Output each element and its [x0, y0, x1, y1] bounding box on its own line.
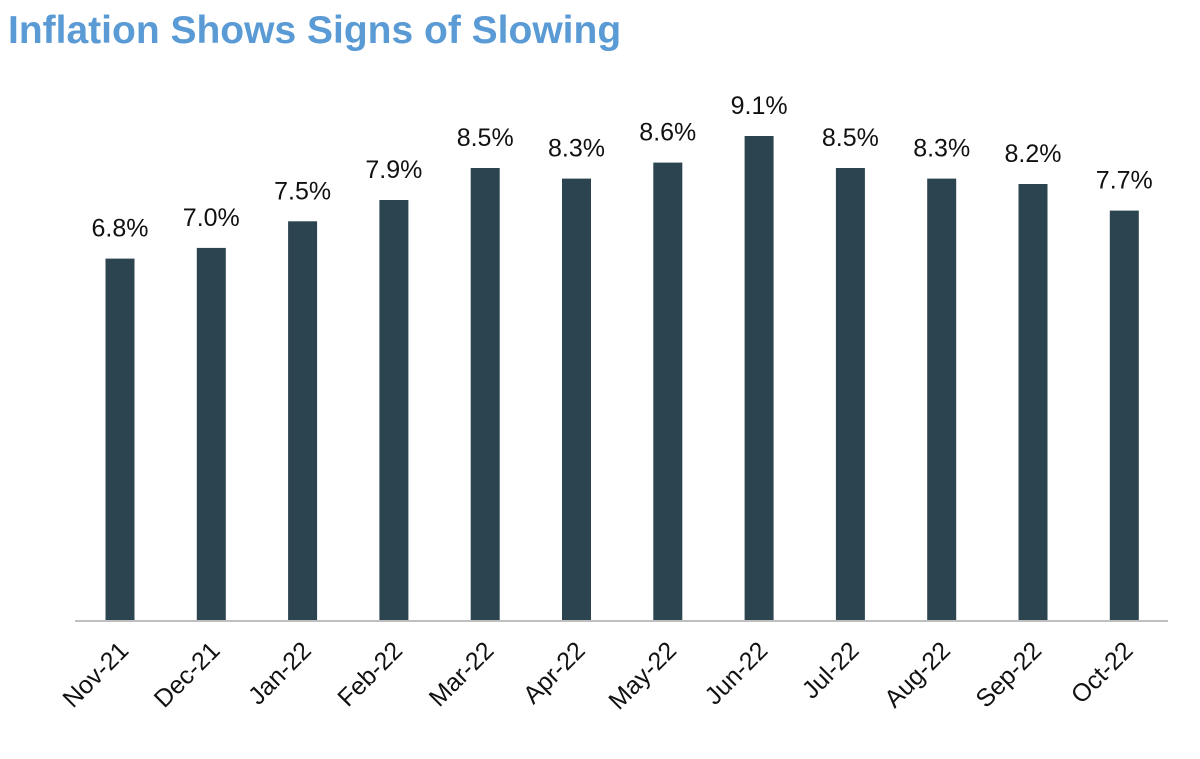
data-label-jan-22: 7.5% — [274, 177, 331, 205]
data-label-jul-22: 8.5% — [822, 124, 879, 152]
bar-apr-22 — [562, 178, 591, 621]
x-tick-label-feb-22: Feb-22 — [332, 636, 408, 712]
data-label-apr-22: 8.3% — [548, 135, 605, 163]
x-tick-label-jan-22: Jan-22 — [243, 636, 317, 710]
bars-layer — [105, 136, 1139, 622]
bar-jan-22 — [288, 221, 318, 622]
data-label-jun-22: 9.1% — [731, 92, 788, 120]
data-label-may-22: 8.6% — [639, 119, 696, 147]
x-tick-label-jul-22: Jul-22 — [797, 636, 865, 704]
x-tick-label-oct-22: Oct-22 — [1066, 636, 1139, 709]
x-tick-label-apr-22: Apr-22 — [518, 636, 591, 709]
data-label-sep-22: 8.2% — [1005, 140, 1062, 168]
data-label-mar-22: 8.5% — [457, 124, 514, 152]
x-tick-label-may-22: May-22 — [603, 636, 682, 715]
data-label-dec-21: 7.0% — [183, 204, 240, 232]
bar-feb-22 — [379, 200, 409, 621]
x-tick-label-mar-22: Mar-22 — [424, 636, 500, 712]
data-label-nov-21: 6.8% — [92, 215, 149, 243]
bar-sep-22 — [1018, 184, 1048, 621]
data-label-oct-22: 7.7% — [1096, 167, 1153, 195]
bar-aug-22 — [927, 178, 957, 621]
bar-jun-22 — [744, 136, 774, 621]
data-label-feb-22: 7.9% — [365, 156, 422, 184]
x-tick-label-aug-22: Aug-22 — [879, 636, 956, 713]
x-tick-label-jun-22: Jun-22 — [699, 636, 773, 710]
bar-nov-21 — [105, 258, 135, 621]
bar-oct-22 — [1109, 210, 1139, 621]
x-tick-label-dec-21: Dec-21 — [149, 636, 226, 713]
bar-mar-22 — [470, 168, 500, 621]
x-tick-label-nov-21: Nov-21 — [57, 636, 134, 713]
x-tick-label-sep-22: Sep-22 — [970, 636, 1047, 713]
bar-jul-22 — [835, 168, 865, 621]
data-labels-layer: 6.8% 7.0% 7.5% 7.9% 8.5% 8.3% 8.6% 9.1% 8.5% 8.3%… — [92, 92, 1153, 243]
data-label-aug-22: 8.3% — [913, 135, 970, 163]
bar-dec-21 — [196, 247, 226, 621]
bar-may-22 — [653, 162, 683, 621]
chart-title: Inflation Shows Signs of Slowing — [8, 9, 622, 52]
x-tick-labels-layer: Nov-21 Dec-21 Jan-22 Feb-22 Mar-22 Apr-22 May-… — [57, 636, 1138, 715]
